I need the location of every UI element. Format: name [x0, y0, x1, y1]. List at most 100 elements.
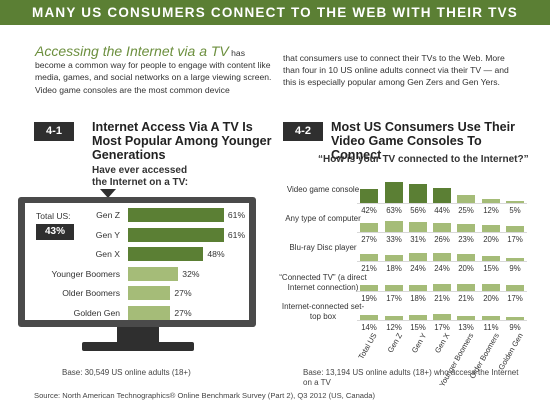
column-label: Golden Gen — [496, 331, 525, 372]
tv-screen — [25, 203, 249, 320]
usage-value: 25% — [458, 206, 474, 215]
gen-bar — [128, 305, 171, 320]
usage-bar — [409, 284, 427, 291]
usage-value: 31% — [410, 235, 426, 244]
usage-bar — [433, 252, 451, 261]
source-note: Source: North American Technographics® O… — [34, 391, 376, 400]
usage-value: 18% — [386, 264, 402, 273]
column-label: Gen Y — [409, 331, 428, 355]
row-label: “Connected TV” (a direct Internet connec… — [279, 273, 367, 292]
usage-value: 17% — [507, 294, 523, 303]
page-banner: MANY US CONSUMERS CONNECT TO THE WEB WIT… — [0, 0, 550, 25]
usage-value: 13% — [458, 323, 474, 332]
total-us-value: 43% — [36, 224, 74, 240]
column-label: Gen X — [433, 331, 452, 355]
gen-value: 61% — [227, 229, 246, 240]
section-badge-4-2: 4-2 — [283, 122, 323, 141]
usage-bar — [385, 315, 403, 320]
usage-value: 26% — [434, 235, 450, 244]
usage-value: 44% — [434, 206, 450, 215]
usage-value: 18% — [410, 294, 426, 303]
column-label: Gen Z — [385, 331, 404, 355]
usage-bar — [482, 255, 500, 261]
usage-value: 24% — [434, 264, 450, 273]
chart-4-1-arrow — [100, 189, 116, 198]
tv-stand — [117, 327, 159, 343]
usage-value: 5% — [509, 206, 521, 215]
usage-bar — [457, 315, 475, 320]
usage-value: 42% — [361, 206, 377, 215]
usage-bar — [360, 188, 378, 203]
chart-4-1-subtitle: Have ever accessed the Internet on a TV: — [92, 165, 189, 188]
usage-value: 27% — [361, 235, 377, 244]
usage-value: 21% — [434, 294, 450, 303]
usage-value: 24% — [410, 264, 426, 273]
usage-bar — [385, 254, 403, 261]
row-label: Any type of computer — [285, 214, 361, 223]
row-divider — [357, 291, 527, 292]
usage-bar — [433, 283, 451, 291]
chart-4-1-base: Base: 30,549 US online adults (18+) — [62, 368, 191, 377]
usage-bar — [457, 254, 475, 261]
row-label: Internet-connected set-top box — [281, 302, 365, 321]
gen-bar — [128, 266, 179, 281]
usage-bar — [409, 252, 427, 261]
total-us-label: Total US: — [36, 211, 71, 221]
usage-bar — [409, 314, 427, 320]
usage-bar — [482, 198, 500, 203]
row-label: Video game console — [286, 185, 360, 194]
usage-bar — [433, 223, 451, 232]
row-divider — [357, 320, 527, 321]
row-divider — [357, 261, 527, 262]
chart-4-2-subtitle: “How is your TV connected to the Interne… — [318, 154, 529, 165]
chart-4-1-title: Internet Access Via A TV Is Most Popular… — [92, 120, 272, 162]
usage-value: 21% — [361, 264, 377, 273]
tv-base — [82, 342, 194, 351]
usage-bar — [457, 194, 475, 203]
usage-bar — [457, 283, 475, 291]
usage-value: 17% — [386, 294, 402, 303]
usage-bar — [506, 201, 524, 203]
usage-bar — [360, 284, 378, 291]
row-divider — [357, 232, 527, 233]
usage-bar — [506, 226, 524, 232]
usage-bar — [506, 285, 524, 291]
usage-bar — [482, 225, 500, 232]
usage-value: 21% — [458, 294, 474, 303]
gen-value: 32% — [182, 268, 200, 279]
intro-lead: Accessing the Internet via a TV — [35, 43, 229, 59]
usage-value: 20% — [458, 264, 474, 273]
usage-value: 17% — [434, 323, 450, 332]
usage-value: 23% — [458, 235, 474, 244]
intro-right: that consumers use to connect their TVs … — [283, 53, 509, 88]
usage-bar — [506, 258, 524, 261]
gen-value: 61% — [227, 210, 246, 220]
row-divider — [357, 203, 527, 204]
usage-value: 17% — [507, 235, 523, 244]
usage-value: 9% — [509, 323, 521, 332]
gen-value: 48% — [207, 249, 225, 259]
usage-value: 15% — [410, 323, 426, 332]
usage-bar — [360, 253, 378, 261]
usage-value: 9% — [509, 264, 521, 273]
tv-frame — [18, 197, 256, 327]
gen-bar — [128, 208, 224, 222]
chart-4-2-title: Most US Consumers Use Their Video Game C… — [331, 120, 516, 162]
usage-bar — [409, 184, 427, 203]
intro-left: Accessing the Internet via a TV has beco… — [35, 43, 273, 96]
gen-value: 27% — [174, 288, 192, 298]
intro-left-text: has become a common way for people to en… — [35, 48, 272, 95]
usage-bar — [385, 285, 403, 291]
usage-value: 20% — [483, 294, 499, 303]
row-label: Blu-ray Disc player — [289, 243, 357, 252]
usage-bar — [482, 316, 500, 320]
gen-label: Older Boomers — [62, 288, 120, 298]
gen-label: Gen Y — [95, 229, 120, 240]
usage-value: 33% — [386, 235, 402, 244]
section-badge-4-1: 4-1 — [34, 122, 74, 141]
gen-label: Gen X — [95, 249, 120, 259]
usage-value: 12% — [386, 323, 402, 332]
gen-label: Golden Gen — [73, 307, 120, 318]
gen-bar — [128, 286, 171, 300]
gen-value: 27% — [174, 307, 192, 318]
